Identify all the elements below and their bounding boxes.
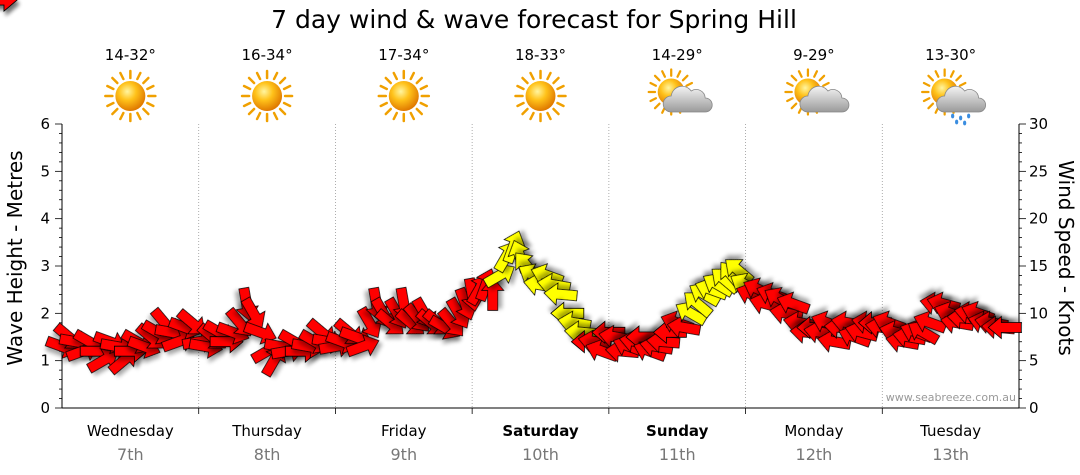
grid bbox=[198, 124, 883, 408]
y-left-tick-label: 5 bbox=[40, 162, 50, 180]
partly-cloudy-icon bbox=[784, 68, 850, 116]
watermark: www.seabreeze.com.au bbox=[886, 391, 1016, 404]
y-left-tick-label: 2 bbox=[40, 304, 50, 322]
y-axis-left-label: Wave Height - Metres bbox=[3, 150, 27, 365]
temperature-range: 17-34° bbox=[378, 46, 429, 64]
day-name-label: Wednesday bbox=[87, 422, 174, 440]
date-label: 12th bbox=[796, 445, 833, 464]
wind-arrow bbox=[725, 259, 755, 286]
wind-arrow bbox=[345, 334, 380, 358]
cloudy-rain-icon bbox=[921, 68, 987, 126]
date-label: 7th bbox=[117, 445, 144, 464]
y-right-tick-label: 30 bbox=[1029, 115, 1048, 133]
day-name-label: Thursday bbox=[231, 422, 302, 440]
wind-arrow bbox=[0, 0, 18, 12]
y-right-tick-label: 15 bbox=[1029, 257, 1048, 275]
date-label: 10th bbox=[522, 445, 559, 464]
y-left-tick-label: 3 bbox=[40, 257, 50, 275]
y-left-tick-label: 4 bbox=[40, 210, 50, 228]
day-name-label: Tuesday bbox=[919, 422, 981, 440]
y-left-tick-label: 0 bbox=[40, 399, 50, 417]
temperature-range: 14-32° bbox=[105, 46, 156, 64]
temperature-range: 18-33° bbox=[515, 46, 566, 64]
y-right-tick-label: 10 bbox=[1029, 304, 1048, 322]
temperature-range: 16-34° bbox=[242, 46, 293, 64]
wind-arrow bbox=[543, 282, 578, 306]
date-label: 13th bbox=[932, 445, 969, 464]
daily-weather-header: 14-32° 16-34° 17-34° 18-33° 14-29° 9-29° 13-30… bbox=[104, 46, 987, 126]
wind-arrow bbox=[776, 291, 811, 315]
temperature-range: 14-29° bbox=[652, 46, 703, 64]
y-left-tick-label: 1 bbox=[40, 352, 50, 370]
y-left-tick-label: 6 bbox=[40, 115, 50, 133]
day-labels: Wednesday 7th Thursday 8th Friday 9th Saturday… bbox=[87, 422, 981, 464]
temperature-range: 9-29° bbox=[793, 46, 835, 64]
y-right-tick-label: 5 bbox=[1029, 352, 1039, 370]
wind-arrow bbox=[175, 308, 206, 335]
wind-arrow bbox=[666, 315, 702, 339]
y-right-tick-label: 0 bbox=[1029, 399, 1039, 417]
y-axis-right-label: Wind Speed - Knots bbox=[1054, 160, 1078, 356]
sunny-icon bbox=[377, 69, 431, 123]
sunny-icon bbox=[240, 69, 294, 123]
sunny-icon bbox=[104, 69, 157, 123]
wind-arrows bbox=[0, 0, 1022, 378]
partly-cloudy-icon bbox=[647, 68, 713, 116]
temperature-range: 13-30° bbox=[925, 46, 976, 64]
wind-arrow bbox=[987, 315, 1022, 340]
date-label: 11th bbox=[659, 445, 696, 464]
date-label: 8th bbox=[254, 445, 281, 464]
wind-arrow bbox=[645, 329, 681, 354]
y-right-tick-label: 20 bbox=[1029, 210, 1048, 228]
y-right-tick-label: 25 bbox=[1029, 162, 1048, 180]
axes: 0 1 2 3 4 5 6 0 5 10 15 20 25 30 bbox=[40, 115, 1048, 417]
sunny-icon bbox=[514, 69, 567, 123]
wind-arrow bbox=[86, 348, 119, 374]
day-name-label: Friday bbox=[381, 422, 427, 440]
chart-title: 7 day wind & wave forecast for Spring Hi… bbox=[271, 5, 797, 34]
day-name-label: Monday bbox=[784, 422, 843, 440]
wind-arrow bbox=[356, 305, 382, 339]
date-label: 9th bbox=[390, 445, 417, 464]
day-name-label: Sunday bbox=[646, 422, 709, 440]
day-name-label: Saturday bbox=[502, 422, 579, 440]
